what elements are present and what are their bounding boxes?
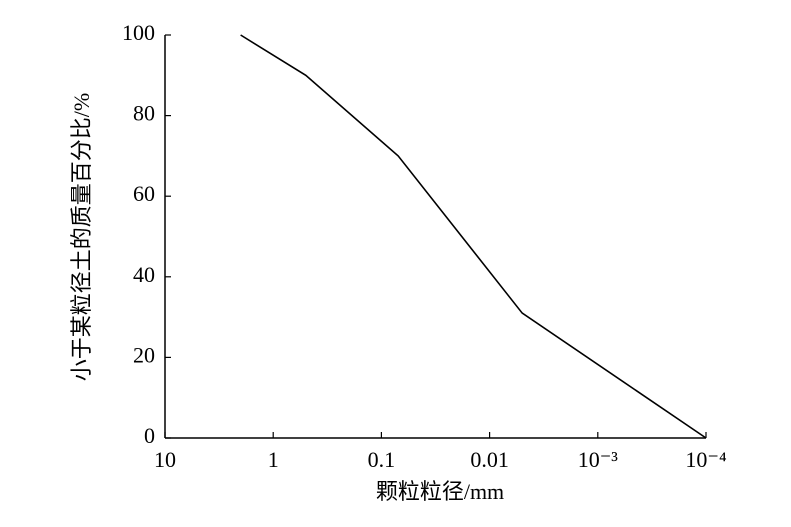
x-tick-label: 10⁻⁴ xyxy=(685,447,727,472)
x-tick-label: 10 xyxy=(154,447,176,472)
x-tick-label: 0.01 xyxy=(470,447,509,472)
y-tick-label: 0 xyxy=(144,423,155,448)
y-tick-label: 80 xyxy=(133,101,155,126)
x-tick-label: 0.1 xyxy=(368,447,396,472)
x-axis-label: 颗粒粒径/mm xyxy=(376,479,504,504)
x-tick-label: 1 xyxy=(268,447,279,472)
y-tick-label: 100 xyxy=(122,20,155,45)
y-tick-label: 20 xyxy=(133,342,155,367)
x-tick-label: 10⁻³ xyxy=(578,447,619,472)
y-tick-label: 40 xyxy=(133,262,155,287)
y-tick-label: 60 xyxy=(133,181,155,206)
y-axis-label: 小于某粒径土的质量百分比/% xyxy=(69,93,94,381)
data-line xyxy=(240,34,707,439)
